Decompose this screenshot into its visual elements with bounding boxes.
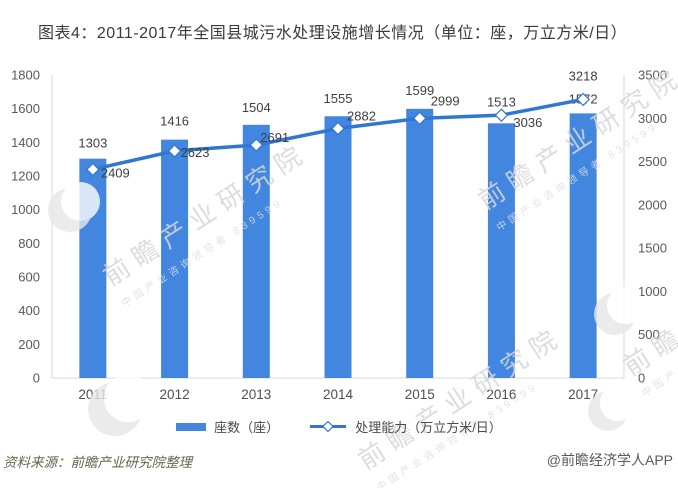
line-marker-2012 (167, 144, 182, 158)
x-axis-label: 2014 (323, 387, 354, 402)
x-axis-label: 2013 (241, 387, 271, 402)
line-value-label: 3036 (513, 115, 542, 130)
right-axis-tick: 1000 (638, 284, 667, 299)
right-axis-tick: 1500 (638, 241, 667, 256)
left-axis-tick: 1600 (11, 101, 40, 116)
bar-value-label: 1513 (487, 94, 516, 109)
right-axis-tick: 0 (638, 371, 645, 386)
chart-legend: 座数（座） 处理能力（万立方米/日） (0, 417, 678, 436)
bar-2014 (324, 116, 352, 378)
right-axis-tick: 3500 (638, 68, 667, 83)
line-marker-2011 (86, 162, 100, 177)
line-marker-2016 (494, 108, 509, 123)
legend-label-bars: 座数（座） (214, 420, 280, 435)
x-axis-label: 2012 (160, 387, 190, 402)
bar-2016 (487, 123, 515, 378)
legend-item-line: 处理能力（万立方米/日） (309, 417, 502, 436)
right-axis-tick: 2500 (638, 154, 667, 169)
left-axis-tick: 0 (33, 371, 40, 386)
bar-value-label: 1416 (160, 114, 189, 129)
bar-2017 (569, 113, 597, 378)
left-axis-tick: 800 (18, 236, 40, 251)
left-axis-tick: 1400 (11, 135, 40, 150)
bar-value-label: 1599 (405, 83, 434, 98)
legend-label-line: 处理能力（万立方米/日） (355, 420, 502, 435)
left-axis-tick: 600 (18, 270, 40, 285)
line-value-label: 2882 (347, 109, 376, 124)
bar-2013 (242, 124, 270, 379)
line-value-label: 2691 (260, 130, 289, 145)
bar-2015 (406, 108, 434, 379)
right-axis-tick: 500 (638, 327, 660, 342)
bar-2012 (161, 139, 189, 378)
bar-value-label: 1303 (78, 136, 107, 151)
page-title: 图表4：2011-2017年全国县城污水处理设施增长情况（单位：座，万立方米/日… (38, 25, 628, 42)
x-axis-label: 2011 (78, 387, 107, 402)
bar-series-swatch-icon (176, 422, 207, 431)
x-axis-label: 2015 (405, 387, 435, 402)
x-axis-label: 2017 (568, 387, 598, 402)
right-axis-tick: 3000 (638, 111, 667, 126)
footer-credit: @前瞻经济学人APP (546, 452, 673, 468)
line-marker-2013 (249, 138, 264, 152)
line-value-label: 2409 (101, 165, 130, 180)
bar-2011 (79, 158, 107, 378)
footer-source: 资料来源：前瞻产业研究院整理 (3, 455, 192, 470)
left-axis-tick: 400 (18, 303, 40, 318)
x-axis-label: 2016 (486, 387, 516, 402)
left-axis-tick: 1800 (11, 68, 40, 83)
line-series-marker-icon (310, 421, 347, 432)
left-axis-tick: 1000 (11, 202, 40, 217)
left-axis-tick: 1200 (11, 169, 40, 184)
legend-item-bars: 座数（座） (176, 417, 279, 436)
line-marker-2014 (331, 121, 345, 136)
right-axis-tick: 2000 (638, 197, 667, 212)
line-value-label: 2999 (431, 93, 460, 108)
line-value-label: 2623 (181, 145, 210, 160)
line-marker-2017 (576, 92, 590, 107)
left-axis-tick: 200 (18, 337, 40, 352)
bar-value-label: 1555 (324, 91, 353, 106)
line-marker-2015 (412, 111, 427, 126)
bar-value-label: 1504 (242, 100, 271, 115)
line-value-label: 3218 (569, 68, 598, 83)
